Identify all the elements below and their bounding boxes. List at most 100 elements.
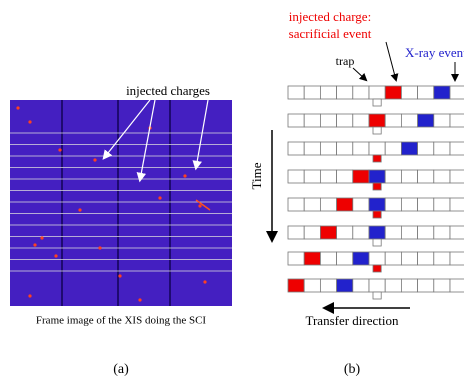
pixel xyxy=(304,142,320,155)
pixel xyxy=(337,86,353,99)
pixel xyxy=(353,142,369,155)
pixel xyxy=(418,170,434,183)
event-spot xyxy=(33,243,36,246)
pixel xyxy=(418,252,434,265)
pixel xyxy=(385,252,401,265)
pixel xyxy=(418,142,434,155)
pixel xyxy=(434,252,450,265)
pixel xyxy=(401,279,417,292)
pixel xyxy=(320,198,336,211)
event-spot xyxy=(203,280,206,283)
trap xyxy=(373,239,381,246)
event-spot xyxy=(28,120,31,123)
trap-label: trap xyxy=(336,54,355,68)
pixel xyxy=(369,114,385,127)
pixel xyxy=(385,279,401,292)
event-spot xyxy=(54,254,57,257)
pixel xyxy=(369,252,385,265)
event-spot xyxy=(78,208,81,211)
pixel xyxy=(369,86,385,99)
event-spot xyxy=(28,294,31,297)
pixel xyxy=(288,142,304,155)
event-spot xyxy=(16,106,19,109)
sacrificial-label: injected charge: xyxy=(289,9,371,24)
xray-label: X-ray event xyxy=(405,45,464,60)
pixel xyxy=(434,170,450,183)
pixel xyxy=(320,279,336,292)
event-spot xyxy=(158,196,161,199)
pixel xyxy=(450,86,464,99)
arrow xyxy=(386,42,396,80)
pixel xyxy=(450,279,464,292)
pixel xyxy=(304,114,320,127)
event-spot xyxy=(138,298,141,301)
arrow xyxy=(353,68,366,80)
pixel xyxy=(288,170,304,183)
pixel xyxy=(401,198,417,211)
pixel xyxy=(304,226,320,239)
pixel xyxy=(337,279,353,292)
pixel xyxy=(385,198,401,211)
pixel xyxy=(369,226,385,239)
pixel xyxy=(418,198,434,211)
trap xyxy=(373,127,381,134)
pixel xyxy=(385,142,401,155)
pixel xyxy=(434,86,450,99)
pixel xyxy=(401,170,417,183)
pixel xyxy=(450,170,464,183)
event-spot xyxy=(183,174,186,177)
event-spot xyxy=(58,148,61,151)
pixel xyxy=(304,198,320,211)
trap xyxy=(373,265,381,272)
pixel xyxy=(434,114,450,127)
pixel xyxy=(450,142,464,155)
pixel xyxy=(450,252,464,265)
pixel xyxy=(401,142,417,155)
pixel xyxy=(337,170,353,183)
pixel xyxy=(304,279,320,292)
pixel xyxy=(401,114,417,127)
event-spot xyxy=(198,204,201,207)
pixel xyxy=(401,252,417,265)
pixel xyxy=(353,279,369,292)
pixel xyxy=(369,170,385,183)
transfer-diagram xyxy=(288,86,464,299)
caption: Frame image of the XIS doing the SCI xyxy=(36,315,207,327)
pixel xyxy=(353,252,369,265)
trap xyxy=(373,183,381,190)
pixel xyxy=(385,226,401,239)
pixel xyxy=(337,252,353,265)
pixel xyxy=(353,114,369,127)
transfer-label: Transfer direction xyxy=(305,313,399,328)
pixel xyxy=(337,226,353,239)
sacrificial-label: sacrificial event xyxy=(289,26,372,41)
pixel xyxy=(450,114,464,127)
event-spot xyxy=(98,246,101,249)
pixel xyxy=(337,198,353,211)
pixel xyxy=(418,226,434,239)
pixel xyxy=(385,170,401,183)
pixel xyxy=(320,252,336,265)
figure: injected charges Frame image of the XIS … xyxy=(0,0,464,383)
pixel xyxy=(288,198,304,211)
pixel xyxy=(288,252,304,265)
pixel xyxy=(337,142,353,155)
pixel xyxy=(353,170,369,183)
pixel xyxy=(320,170,336,183)
pixel xyxy=(434,142,450,155)
trap xyxy=(373,292,381,299)
pixel xyxy=(434,198,450,211)
panel-tag: (a) xyxy=(113,362,129,377)
pixel xyxy=(353,226,369,239)
pixel xyxy=(418,114,434,127)
pixel xyxy=(369,198,385,211)
pixel xyxy=(418,279,434,292)
pixel xyxy=(369,279,385,292)
pixel xyxy=(434,226,450,239)
pixel xyxy=(288,86,304,99)
event-spot xyxy=(118,274,121,277)
pixel xyxy=(434,279,450,292)
pixel xyxy=(450,226,464,239)
time-label: Time xyxy=(249,162,264,189)
panel-tag: (b) xyxy=(344,362,361,377)
